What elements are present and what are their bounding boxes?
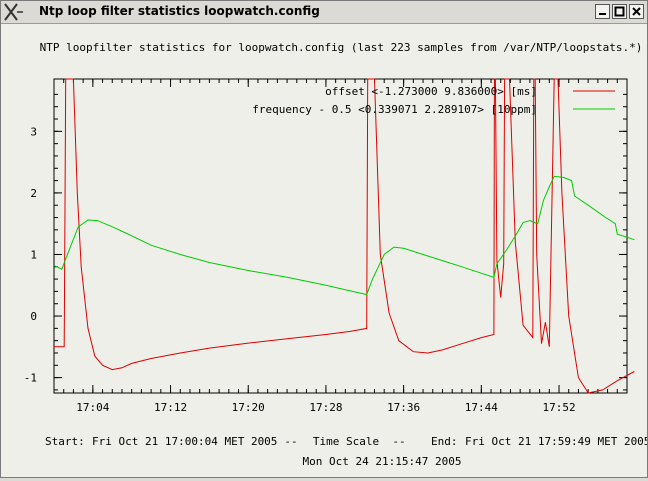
plot-frame [53, 78, 628, 394]
x-tick-label: 17:20 [232, 401, 265, 414]
y-tick-label: 3 [30, 125, 37, 138]
start-label: Start: [45, 435, 85, 448]
start-value: Fri Oct 21 17:00:04 MET 2005 [92, 435, 277, 448]
frequency-series-line [53, 175, 635, 296]
legend: offset <-1.273000 9.836000> [ms] frequen… [252, 85, 615, 116]
maximize-button[interactable] [612, 4, 627, 19]
y-tick-label: -1 [24, 372, 37, 385]
close-button[interactable] [629, 4, 644, 19]
window-title: Ntp loop filter statistics loopwatch.con… [39, 4, 320, 18]
minimize-icon [599, 13, 606, 15]
minimize-button[interactable] [595, 4, 610, 19]
end-label: End: [431, 435, 458, 448]
time-scale-label: Time Scale [313, 435, 379, 448]
x-tick-label: 17:36 [387, 401, 420, 414]
end-value: Fri Oct 21 17:59:49 MET 2005 [465, 435, 647, 448]
loop-stats-chart: NTP loopfilter statistics for loopwatch.… [24, 41, 648, 468]
generated-timestamp: Mon Oct 24 21:15:47 2005 [303, 455, 462, 468]
x-logo-icon[interactable] [4, 3, 24, 21]
close-icon [632, 7, 641, 16]
y-tick-label: 1 [30, 248, 37, 261]
x-tick-label: 17:52 [542, 401, 575, 414]
chart-title: NTP loopfilter statistics for loopwatch.… [40, 41, 643, 54]
series-group [53, 78, 635, 394]
plot-area: NTP loopfilter statistics for loopwatch.… [1, 24, 648, 477]
footer: Start: Fri Oct 21 17:00:04 MET 2005 -- T… [45, 435, 648, 468]
maximize-icon [614, 6, 625, 17]
title-bar[interactable]: Ntp loop filter statistics loopwatch.con… [1, 1, 647, 24]
legend-offset-label: offset <-1.273000 9.836000> [ms] [325, 85, 537, 98]
separator: -- [284, 435, 297, 448]
x-tick-label: 17:44 [465, 401, 498, 414]
y-tick-label: 2 [30, 187, 37, 200]
y-tick-label: 0 [30, 310, 37, 323]
x-tick-label: 17:12 [154, 401, 187, 414]
legend-frequency-label: frequency - 0.5 <0.339071 2.289107> [10p… [252, 103, 537, 116]
x-tick-label: 17:04 [76, 401, 109, 414]
x-tick-label: 17:28 [309, 401, 342, 414]
axis-ticks: 3 2 1 0 -1 17:04 17:12 17:20 17:28 17:36 17:44 17:5… [24, 79, 628, 414]
offset-series-line [54, 78, 635, 394]
separator: -- [392, 435, 405, 448]
